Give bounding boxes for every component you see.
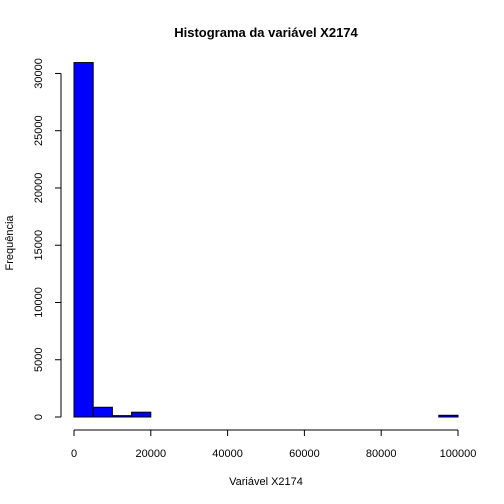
histogram-bar-1 bbox=[93, 407, 112, 417]
y-tick-label: 5000 bbox=[33, 347, 45, 371]
y-tick-label: 30000 bbox=[33, 58, 45, 89]
chart-title: Histograma da variável X2174 bbox=[174, 25, 358, 40]
y-tick-label: 0 bbox=[33, 414, 45, 420]
y-tick-label: 15000 bbox=[33, 230, 45, 261]
x-tick-label: 60000 bbox=[289, 448, 320, 460]
y-tick-label: 20000 bbox=[33, 173, 45, 204]
x-axis: 0 20000 40000 60000 80000 100000 bbox=[71, 430, 476, 460]
x-tick-label: 100000 bbox=[440, 448, 477, 460]
x-tick-label: 40000 bbox=[212, 448, 243, 460]
y-axis: 0 5000 10000 15000 20000 25000 30000 bbox=[33, 58, 61, 420]
y-tick-label: 25000 bbox=[33, 115, 45, 146]
y-tick-label: 10000 bbox=[33, 287, 45, 318]
x-tick-label: 20000 bbox=[136, 448, 167, 460]
histogram-bar-0 bbox=[74, 63, 93, 417]
x-tick-label: 80000 bbox=[366, 448, 397, 460]
histogram-bar-19 bbox=[439, 415, 458, 417]
x-axis-label: Variável X2174 bbox=[229, 476, 303, 488]
x-tick-label: 0 bbox=[71, 448, 77, 460]
histogram-bar-2 bbox=[112, 416, 131, 417]
histogram-bars bbox=[74, 63, 458, 417]
y-axis-label: Frequência bbox=[4, 215, 16, 271]
histogram-bar-3 bbox=[132, 412, 151, 417]
